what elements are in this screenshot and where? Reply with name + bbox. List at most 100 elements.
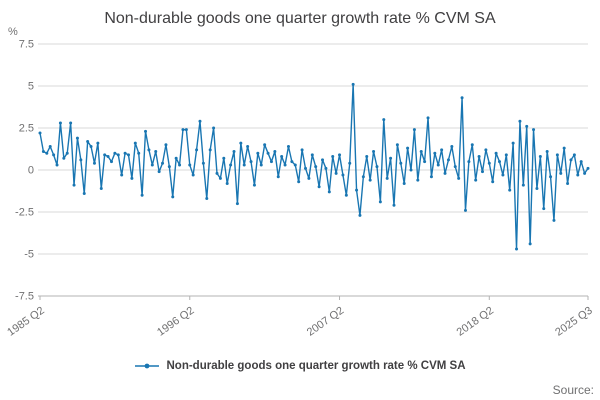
data-point-marker — [62, 156, 66, 160]
data-point-marker — [239, 141, 243, 145]
data-point-marker — [518, 119, 522, 123]
data-point-marker — [300, 148, 304, 152]
data-point-marker — [72, 183, 76, 187]
data-point-marker — [498, 160, 501, 164]
data-point-marker — [58, 121, 62, 125]
y-tick-label: -7.5 — [15, 291, 34, 303]
data-point-marker — [348, 161, 352, 165]
data-point-marker — [52, 153, 56, 157]
data-point-marker — [433, 151, 437, 155]
data-point-marker — [327, 190, 331, 194]
data-point-marker — [256, 151, 260, 155]
data-point-marker — [450, 144, 454, 148]
data-point-marker — [368, 178, 372, 182]
data-point-marker — [501, 173, 505, 177]
data-point-marker — [538, 155, 542, 159]
data-point-marker — [205, 197, 209, 201]
data-point-marker — [293, 163, 297, 167]
x-tick-label: 2025 Q3 — [553, 305, 594, 339]
data-point-marker — [232, 150, 236, 154]
data-point-marker — [484, 148, 488, 152]
data-point-marker — [113, 151, 117, 155]
data-point-marker — [96, 141, 100, 145]
data-point-marker — [48, 144, 52, 148]
data-point-marker — [389, 156, 393, 160]
data-point-marker — [463, 208, 467, 212]
data-point-marker — [130, 176, 134, 180]
data-point-marker — [375, 165, 379, 169]
data-point-marker — [344, 193, 348, 197]
data-point-marker — [382, 118, 386, 122]
data-point-marker — [208, 148, 212, 152]
data-point-marker — [164, 143, 168, 147]
data-point-marker — [355, 188, 359, 192]
data-point-marker — [487, 161, 491, 165]
data-point-marker — [137, 151, 141, 155]
data-point-marker — [467, 160, 471, 164]
data-point-marker — [562, 146, 566, 150]
data-point-marker — [307, 176, 311, 180]
data-point-marker — [528, 242, 532, 246]
data-point-marker — [273, 150, 277, 154]
data-point-marker — [402, 181, 406, 185]
y-tick-label: 5 — [28, 81, 34, 93]
data-point-marker — [460, 96, 464, 100]
data-point-marker — [446, 158, 450, 162]
y-tick-label: 2.5 — [19, 123, 34, 135]
data-point-marker — [429, 175, 433, 179]
data-point-marker — [552, 218, 556, 222]
data-point-marker — [545, 150, 549, 154]
data-point-marker — [297, 180, 301, 184]
data-point-marker — [412, 128, 416, 132]
data-point-marker — [276, 175, 280, 179]
data-point-marker — [569, 158, 573, 162]
data-point-marker — [416, 178, 420, 182]
data-point-marker — [171, 195, 175, 199]
data-point-marker — [184, 128, 188, 132]
data-point-marker — [127, 153, 130, 157]
data-point-marker — [109, 160, 113, 164]
data-point-marker — [178, 163, 182, 167]
data-point-marker — [525, 124, 529, 128]
data-point-marker — [331, 155, 335, 159]
data-point-marker — [409, 168, 413, 172]
data-point-marker — [191, 173, 195, 177]
data-point-marker — [303, 166, 307, 170]
data-point-marker — [566, 181, 570, 185]
data-point-marker — [263, 143, 267, 147]
data-point-marker — [283, 163, 287, 167]
data-point-marker — [440, 148, 444, 152]
data-point-marker — [79, 158, 83, 162]
y-tick-label: -2.5 — [15, 207, 34, 219]
data-point-marker — [225, 181, 229, 185]
data-point-marker — [41, 150, 45, 154]
data-point-marker — [426, 116, 430, 120]
data-point-marker — [120, 173, 124, 177]
data-point-marker — [443, 171, 447, 175]
data-point-marker — [542, 207, 546, 211]
data-point-marker — [559, 171, 563, 175]
data-point-marker — [480, 170, 484, 174]
data-point-marker — [457, 176, 461, 180]
data-point-marker — [406, 146, 410, 150]
data-point-marker — [324, 166, 328, 170]
data-point-marker — [65, 151, 69, 155]
data-point-marker — [144, 129, 148, 133]
data-point-marker — [334, 171, 338, 175]
data-point-marker — [321, 158, 325, 162]
data-point-marker — [45, 151, 49, 155]
source-label: Source: — [552, 383, 594, 397]
data-point-marker — [246, 144, 250, 148]
data-point-marker — [549, 175, 553, 179]
legend-line-icon — [135, 363, 160, 369]
data-point-marker — [453, 165, 457, 169]
data-point-marker — [555, 153, 559, 157]
data-point-marker — [235, 202, 239, 206]
data-point-marker — [181, 128, 185, 132]
data-point-marker — [290, 160, 294, 164]
y-tick-label: 0 — [28, 165, 34, 177]
data-point-marker — [123, 151, 127, 155]
data-point-marker — [419, 150, 423, 154]
data-point-marker — [147, 148, 151, 152]
data-point-marker — [229, 163, 233, 167]
